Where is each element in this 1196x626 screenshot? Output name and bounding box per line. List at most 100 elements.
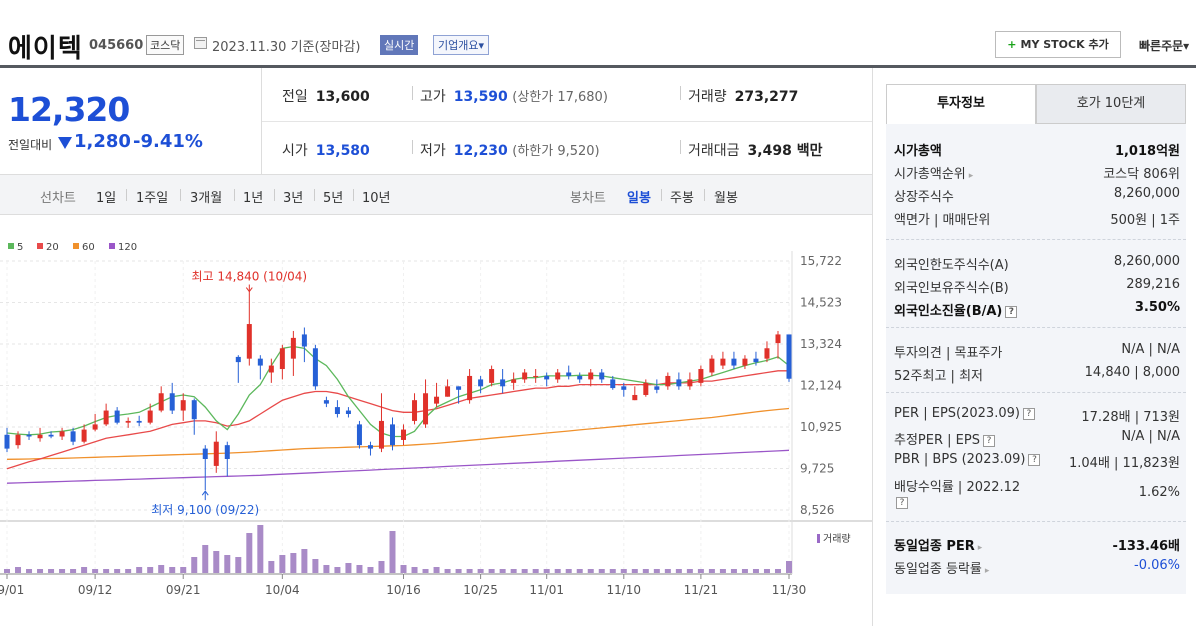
info-label[interactable]: 시가총액순위 ▸ — [894, 163, 973, 182]
y-tick-label: 8,526 — [800, 503, 834, 517]
candle-body — [290, 337, 296, 359]
candle-body — [511, 379, 517, 383]
stat-label: 고가 — [420, 89, 446, 105]
stat-label: 거래대금 — [688, 143, 740, 159]
period-5y[interactable]: 5년 — [323, 191, 344, 206]
candle-body — [665, 375, 671, 387]
volume-bar — [70, 569, 77, 573]
volume-bar — [433, 567, 440, 573]
current-price-panel: 12,320 전일대비 1,280 -9.41% — [0, 68, 262, 175]
stat-high: 고가 13,590 (상한가 17,680) — [420, 86, 608, 106]
tab-investment-info[interactable]: 투자정보 — [886, 84, 1036, 124]
quick-order-button[interactable]: 빠른주문▾ — [1139, 37, 1189, 54]
tab-order-book[interactable]: 호가 10단계 — [1036, 84, 1186, 124]
info-label-text: 추정PER | EPS — [894, 433, 980, 448]
candle-weekly[interactable]: 주봉 — [670, 191, 694, 206]
volume-bar — [466, 569, 473, 573]
period-3m[interactable]: 3개월 — [190, 191, 223, 206]
base-date: 2023.11.30 기준(장마감) — [212, 40, 361, 55]
volume-bar — [136, 567, 143, 573]
candle-body — [775, 334, 781, 344]
stat-value: 273,277 — [734, 89, 799, 105]
candle-body — [709, 358, 715, 373]
info-value: -133.46배 — [1112, 539, 1180, 554]
candle-body — [467, 375, 473, 401]
help-icon[interactable]: ? — [1005, 305, 1018, 318]
period-1d[interactable]: 1일 — [96, 191, 117, 206]
x-tick-label: 11/01 — [529, 583, 564, 597]
divider — [680, 140, 681, 154]
ma5-line — [6, 345, 790, 438]
stock-chart[interactable]: 5 20 60 120 15,722 14,523 13,324 12,124 10,925 9,… — [0, 216, 872, 626]
info-value: 1.04배 | 11,823원 — [1069, 456, 1180, 471]
candle-body — [268, 365, 274, 373]
divider — [180, 189, 181, 201]
period-1w[interactable]: 1주일 — [136, 191, 169, 206]
candle-body — [599, 372, 605, 380]
volume-bar — [301, 549, 308, 573]
volume-bar — [730, 569, 737, 573]
volume-bar — [400, 565, 407, 573]
candle-body — [610, 379, 616, 389]
candle-body — [786, 334, 792, 379]
legend-swatch — [73, 243, 79, 249]
info-label-text: 외국인한도주식수(A) — [894, 258, 1009, 273]
info-row: 배당수익률 | 2022.12? 1.62% — [894, 476, 1180, 509]
candle-body — [389, 424, 395, 446]
volume-bar — [147, 567, 154, 573]
company-overview-dropdown[interactable]: 기업개요▾ — [433, 35, 490, 55]
help-icon[interactable]: ? — [982, 434, 995, 447]
volume-bar — [786, 561, 792, 573]
period-10y[interactable]: 10년 — [362, 191, 391, 206]
candle-body — [632, 394, 638, 401]
volume-bar — [620, 569, 627, 573]
volume-bar — [323, 565, 330, 573]
market-badge: 코스닥 — [146, 35, 185, 55]
period-3y[interactable]: 3년 — [283, 191, 304, 206]
help-icon[interactable]: ? — [1028, 453, 1041, 466]
candle-body — [445, 386, 451, 397]
info-row: PER | EPS(2023.09)? 17.28배 | 713원 — [894, 406, 1180, 425]
info-value: N/A | N/A — [1121, 342, 1180, 357]
stat-label: 저가 — [420, 143, 446, 159]
high-arrow-head — [245, 287, 253, 293]
volume-bar — [763, 569, 770, 573]
legend-swatch — [8, 243, 14, 249]
candle-body — [235, 356, 241, 363]
legend-label: 120 — [118, 242, 137, 253]
chevron-right-icon: ▸ — [968, 171, 974, 181]
volume-bar — [521, 569, 528, 573]
ma60-line — [6, 407, 790, 460]
candle-body — [26, 434, 32, 437]
info-label: 시가총액 — [894, 140, 942, 159]
help-icon[interactable]: ? — [896, 497, 908, 509]
period-1y[interactable]: 1년 — [243, 191, 264, 206]
info-label[interactable]: 동일업종 PER ▸ — [894, 535, 982, 554]
candle-daily[interactable]: 일봉 — [627, 191, 651, 206]
volume-bar — [598, 569, 605, 573]
legend-swatch — [109, 243, 115, 249]
volume-bar — [686, 569, 693, 573]
info-label-text: 동일업종 등락률 — [894, 562, 982, 577]
info-row: 외국인한도주식수(A) 8,260,000 — [894, 254, 1180, 273]
candle-body — [334, 407, 340, 415]
candle-monthly[interactable]: 월봉 — [714, 191, 738, 206]
volume-bar — [37, 569, 44, 573]
candle-body — [279, 348, 285, 370]
info-label: 외국인소진율(B/A)? — [894, 300, 1018, 319]
volume-bar — [631, 569, 638, 573]
info-label[interactable]: 동일업종 등락률 ▸ — [894, 558, 989, 577]
volume-bar — [565, 569, 572, 573]
volume-label: 거래량 — [823, 533, 851, 545]
stat-amount: 거래대금 3,498 백만 — [688, 140, 822, 160]
info-row: 상장주식수 8,260,000 — [894, 186, 1180, 205]
candle-body — [577, 375, 583, 380]
help-icon[interactable]: ? — [1022, 407, 1035, 420]
realtime-badge[interactable]: 실시간 — [380, 35, 419, 55]
high-annotation: 최고 14,840 (10/04) — [191, 270, 307, 284]
candle-body — [687, 379, 693, 387]
info-row: 시가총액 1,018억원 — [894, 140, 1180, 159]
add-my-stock-button[interactable]: + MY STOCK 추가 — [995, 31, 1121, 58]
info-label-text: 투자의견 | 목표주가 — [894, 346, 1003, 361]
candle-body — [202, 448, 208, 459]
